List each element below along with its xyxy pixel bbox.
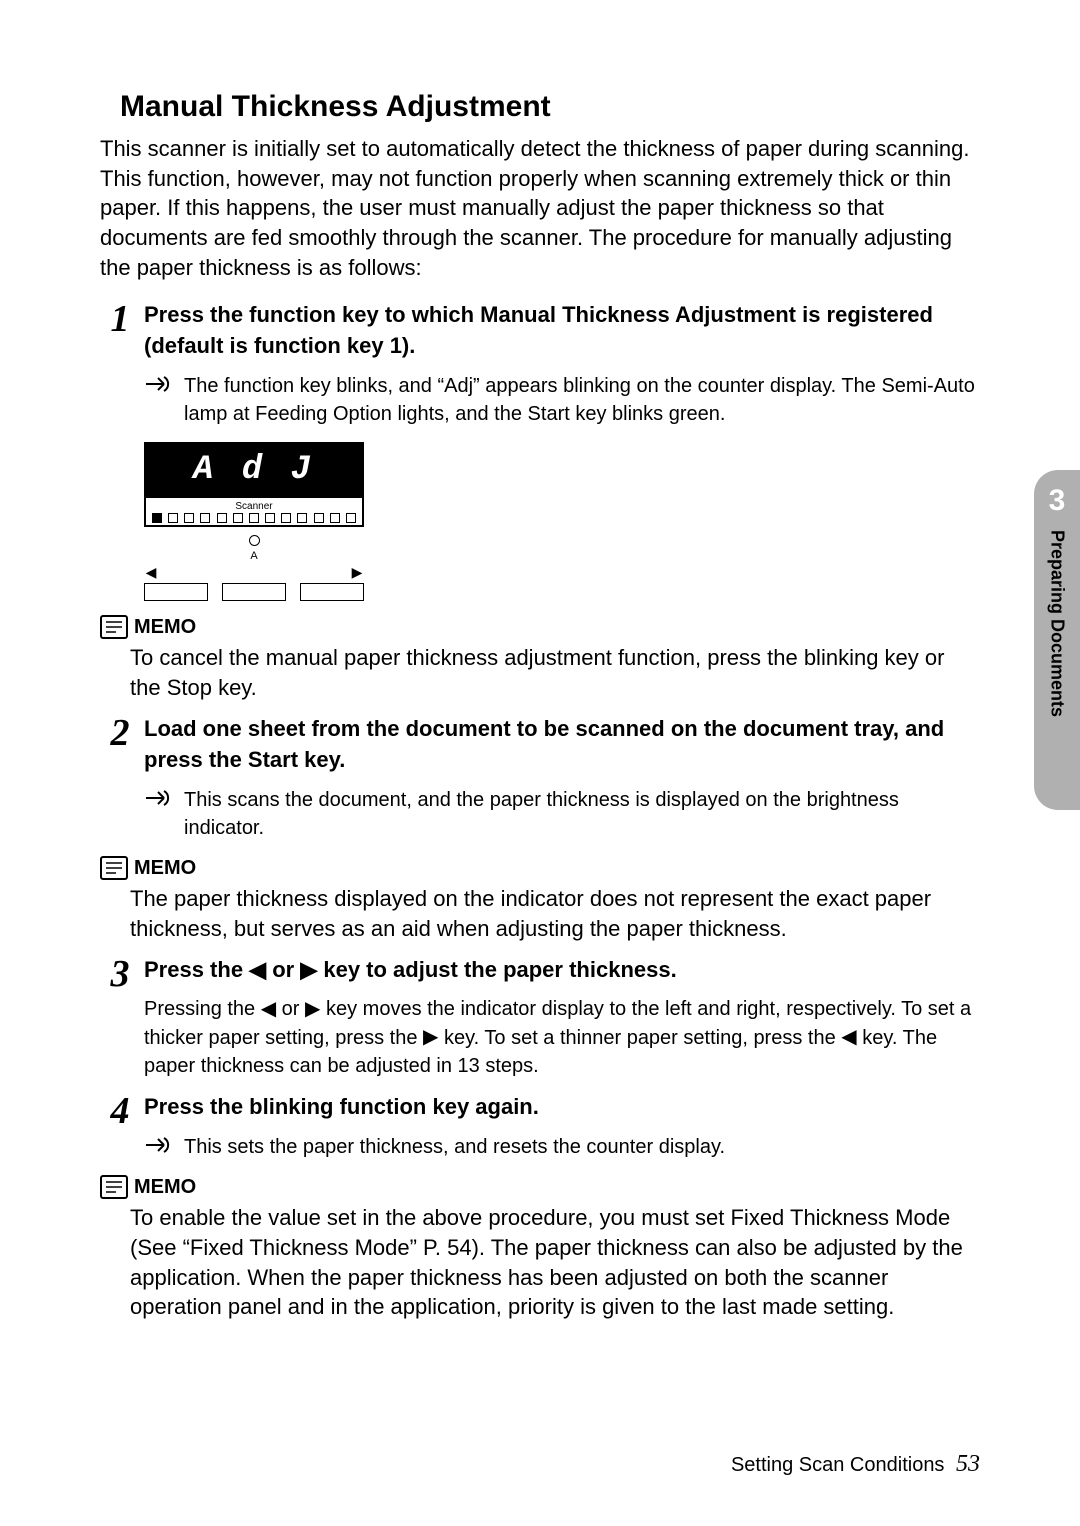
- chapter-tab: 3 Preparing Documents: [1034, 470, 1080, 810]
- step-title: Press the blinking function key again.: [144, 1092, 980, 1123]
- right-triangle-icon: ▶: [300, 955, 317, 986]
- step-number: 3: [100, 955, 140, 993]
- page-number: 53: [956, 1451, 980, 1477]
- function-key: [222, 583, 286, 601]
- scanner-label: Scanner: [152, 501, 356, 512]
- memo-icon: [100, 856, 128, 880]
- left-triangle-icon: ◀: [249, 955, 266, 986]
- step-3: 3 Press the ◀ or ▶ key to adjust the pap…: [100, 955, 980, 1080]
- step-title: Press the ◀ or ▶ key to adjust the paper…: [144, 955, 980, 987]
- page-footer: Setting Scan Conditions 53: [731, 1451, 980, 1478]
- memo-text: To cancel the manual paper thickness adj…: [130, 643, 980, 702]
- result-arrow-icon: [144, 788, 176, 813]
- right-triangle-icon: ▶: [305, 995, 320, 1023]
- memo-header: MEMO: [100, 615, 980, 639]
- left-triangle-icon: ◀: [841, 1023, 856, 1051]
- led-indicator-row: [152, 513, 356, 523]
- function-key: [144, 583, 208, 601]
- step-number: 2: [100, 714, 140, 752]
- step-2: 2 Load one sheet from the document to be…: [100, 714, 980, 842]
- memo-label: MEMO: [134, 857, 196, 880]
- result-arrow-icon: [144, 1135, 176, 1160]
- memo-label: MEMO: [134, 616, 196, 639]
- lamp-icon: [249, 535, 260, 546]
- step-4: 4 Press the blinking function key again.…: [100, 1092, 980, 1161]
- memo-text: To enable the value set in the above pro…: [130, 1203, 980, 1322]
- chapter-title: Preparing Documents: [1047, 530, 1068, 717]
- step-title: Load one sheet from the document to be s…: [144, 714, 980, 776]
- step-result: The function key blinks, and “Adj” appea…: [176, 372, 980, 428]
- memo-text: The paper thickness displayed on the ind…: [130, 884, 980, 943]
- footer-section: Setting Scan Conditions: [731, 1454, 944, 1476]
- memo-header: MEMO: [100, 856, 980, 880]
- section-title: Manual Thickness Adjustment: [120, 90, 980, 124]
- counter-display: A d J: [144, 442, 364, 498]
- chapter-number: 3: [1049, 484, 1066, 518]
- step-1: 1 Press the function key to which Manual…: [100, 300, 980, 428]
- function-key: [300, 583, 364, 601]
- scanner-display-graphic: A d J Scanner A ◀ ▶: [144, 442, 364, 601]
- left-arrow-icon: ◀: [144, 564, 158, 581]
- step-title: Press the function key to which Manual T…: [144, 300, 980, 362]
- left-triangle-icon: ◀: [261, 995, 276, 1023]
- step-number: 4: [100, 1092, 140, 1130]
- right-arrow-icon: ▶: [350, 564, 364, 581]
- memo-icon: [100, 615, 128, 639]
- intro-paragraph: This scanner is initially set to automat…: [100, 134, 980, 282]
- memo-header: MEMO: [100, 1175, 980, 1199]
- result-arrow-icon: [144, 374, 176, 399]
- memo-icon: [100, 1175, 128, 1199]
- step-result: This scans the document, and the paper t…: [176, 786, 980, 842]
- step-detail: Pressing the ◀ or ▶ key moves the indica…: [144, 995, 980, 1080]
- memo-label: MEMO: [134, 1176, 196, 1199]
- step-number: 1: [100, 300, 140, 338]
- a-label: A: [144, 551, 364, 562]
- step-result: This sets the paper thickness, and reset…: [176, 1133, 980, 1161]
- right-triangle-icon: ▶: [423, 1023, 438, 1051]
